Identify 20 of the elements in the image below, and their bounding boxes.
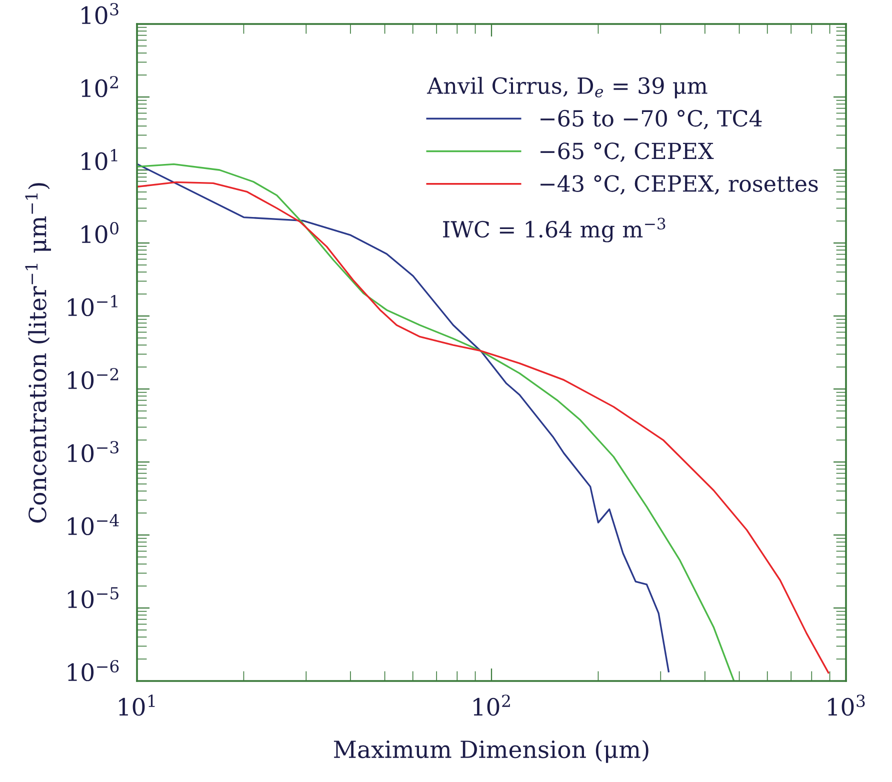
y-tick-label: 10$^{0}$ [82,222,118,244]
x-tick-label: 10$^{1}$ [119,694,155,716]
legend-title: Anvil Cirrus, D$_{e}$ = 39 μm [426,76,708,98]
x-tick-label: 10$^{3}$ [828,694,865,716]
legend-label: −43 °C, CEPEX, rosettes [540,175,818,195]
y-tick-label: 10$^{−6}$ [68,660,119,682]
legend-label: −65 °C, CEPEX [540,142,714,162]
y-tick-label: 10$^{−1}$ [68,294,118,316]
legend-label: −65 to −70 °C, TC4 [540,110,762,130]
y-tick-label: 10$^{−5}$ [68,587,118,608]
y-tick-label: 10$^{3}$ [82,2,118,24]
y-tick-label: 10$^{−3}$ [68,440,118,462]
x-tick-label: 10$^{2}$ [474,694,510,716]
y-tick-label: 10$^{2}$ [82,76,118,98]
y-tick-label: 10$^{−2}$ [68,368,118,390]
y-axis-title: Concentration (liter$^{−1}$ μm$^{−1}$) [25,183,51,523]
annotation: IWC = 1.64 mg m$^{−3}$ [443,218,666,242]
y-tick-label: 10$^{1}$ [82,148,118,170]
x-axis-title: Maximum Dimension (μm) [334,740,648,763]
y-tick-label: 10$^{−4}$ [68,514,119,536]
